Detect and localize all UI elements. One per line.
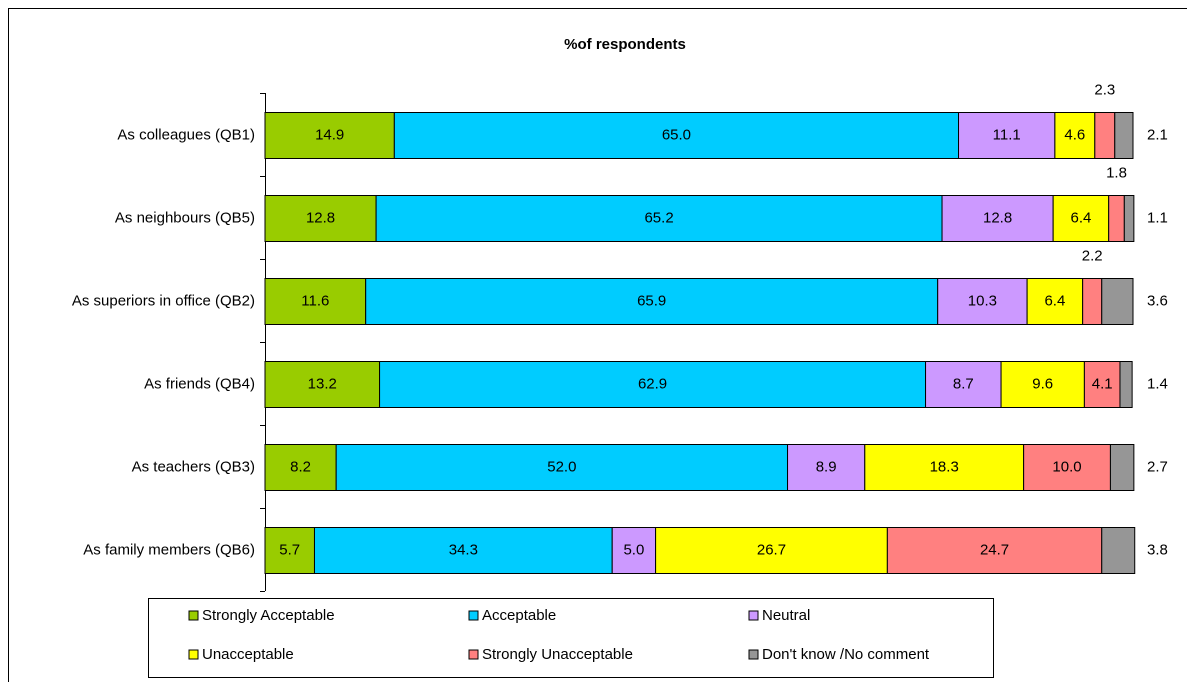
data-label: 6.4 <box>1044 292 1065 309</box>
data-label: 8.7 <box>953 375 974 392</box>
data-label: 5.0 <box>623 541 644 558</box>
data-label: 65.9 <box>637 292 666 309</box>
legend-label: Strongly Unacceptable <box>482 646 633 663</box>
data-label: 2.1 <box>1147 126 1168 143</box>
bar-segment <box>1102 528 1135 574</box>
data-label: 8.2 <box>290 458 311 475</box>
data-label: 4.6 <box>1064 126 1085 143</box>
data-label: 1.8 <box>1106 164 1127 181</box>
y-tick-label: As teachers (QB3) <box>132 458 255 475</box>
bar-segment <box>1095 113 1115 159</box>
legend-swatch <box>469 650 478 659</box>
bar-segment <box>1110 445 1133 491</box>
data-label: 10.0 <box>1052 458 1081 475</box>
data-label: 5.7 <box>279 541 300 558</box>
data-label: 34.3 <box>449 541 478 558</box>
bar-segment <box>1109 196 1125 242</box>
data-label: 3.6 <box>1147 292 1168 309</box>
bar-segment <box>1102 279 1133 325</box>
y-tick-label: As colleagues (QB1) <box>117 126 255 143</box>
data-label: 4.1 <box>1092 375 1113 392</box>
y-tick-label: As superiors in office (QB2) <box>72 292 255 309</box>
legend-swatch <box>469 611 478 620</box>
y-tick-label: As family members (QB6) <box>83 541 255 558</box>
chart-title: %of respondents <box>564 36 686 53</box>
legend-swatch <box>749 611 758 620</box>
data-label: 52.0 <box>547 458 576 475</box>
data-label: 11.6 <box>301 292 329 309</box>
bar-segment <box>1124 196 1134 242</box>
legend-swatch <box>189 611 198 620</box>
data-label: 2.2 <box>1082 247 1103 264</box>
data-label: 1.4 <box>1147 375 1168 392</box>
legend-label: Strongly Acceptable <box>202 607 335 624</box>
data-label: 2.7 <box>1147 458 1168 475</box>
data-label: 1.1 <box>1147 209 1168 226</box>
bar-segment <box>1115 113 1133 159</box>
y-tick-label: As friends (QB4) <box>144 375 255 392</box>
data-label: 12.8 <box>983 209 1012 226</box>
data-label: 14.9 <box>315 126 344 143</box>
data-label: 24.7 <box>980 541 1009 558</box>
legend-label: Unacceptable <box>202 646 294 663</box>
data-label: 10.3 <box>968 292 997 309</box>
legend-label: Don't know /No comment <box>762 646 930 663</box>
data-label: 13.2 <box>308 375 337 392</box>
legend-swatch <box>749 650 758 659</box>
data-label: 65.0 <box>662 126 691 143</box>
data-label: 6.4 <box>1070 209 1091 226</box>
data-label: 18.3 <box>930 458 959 475</box>
data-label: 62.9 <box>638 375 667 392</box>
data-label: 11.1 <box>993 126 1021 143</box>
legend-label: Neutral <box>762 607 810 624</box>
bar-segment <box>1120 362 1132 408</box>
data-label: 8.9 <box>816 458 837 475</box>
data-label: 3.8 <box>1147 541 1168 558</box>
y-tick-label: As neighbours (QB5) <box>115 209 255 226</box>
legend-swatch <box>189 650 198 659</box>
data-label: 26.7 <box>757 541 786 558</box>
data-label: 9.6 <box>1032 375 1053 392</box>
data-label: 65.2 <box>644 209 673 226</box>
bar-segment <box>1083 279 1102 325</box>
data-label: 12.8 <box>306 209 335 226</box>
data-label: 2.3 <box>1094 81 1115 98</box>
chart-frame <box>9 9 1187 683</box>
legend-label: Acceptable <box>482 607 556 624</box>
